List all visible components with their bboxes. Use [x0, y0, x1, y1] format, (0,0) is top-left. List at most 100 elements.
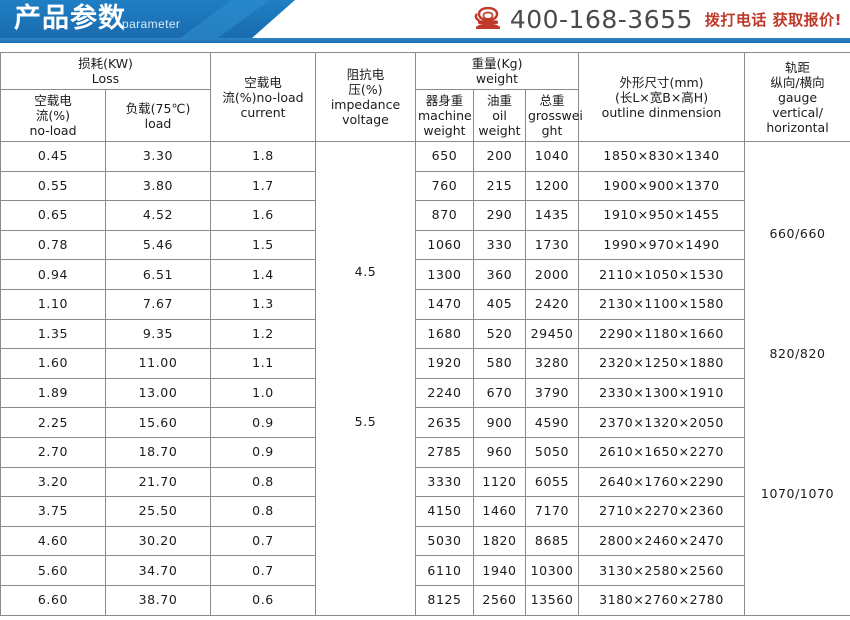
cell-outline-dimension: 2110×1050×1530: [578, 259, 746, 290]
cell-loss-noload: 6.60: [0, 584, 106, 616]
cell-noload-current: 1.8: [210, 141, 316, 172]
header-gauge: 轨距 纵向/横向 gauge vertical/ horizontal: [744, 52, 850, 142]
table-row: 1.60 11.00 1.1 1920 580 3280 2320×1250×1880: [0, 348, 850, 379]
table-header-row-1: 损耗(KW) Loss 空载电 流(%)no-load current 阻抗电 …: [0, 52, 850, 142]
cell-oil-weight: 960: [473, 436, 526, 468]
cell-oil-weight: 520: [473, 318, 526, 350]
cell-outline-dimension: 2610×1650×2270: [578, 436, 746, 468]
cell-loss-noload: 1.89: [0, 377, 106, 409]
cell-oil-weight: 1820: [473, 525, 526, 557]
cell-gross-weight: 13560: [524, 584, 580, 616]
cell-gross-weight: 1435: [524, 200, 580, 231]
cell-outline-dimension: 1850×830×1340: [578, 141, 746, 172]
cell-oil-weight: 200: [473, 141, 526, 172]
cell-loss-noload: 0.78: [0, 229, 106, 261]
phone-number: 400-168-3655: [509, 4, 693, 34]
cell-loss-noload: 0.55: [0, 170, 106, 202]
header-outline-dimension: 外形尺寸(mm) (长L×宽B×高H) outline dinmension: [578, 52, 746, 142]
cell-loss-noload: 0.94: [0, 259, 106, 290]
cell-machine-weight: 1470: [415, 288, 474, 320]
table-row: 2.70 18.70 0.9 2785 960 5050 2610×1650×2270: [0, 436, 850, 468]
impedance-value: 5.5: [354, 414, 377, 430]
cell-loss-noload: 1.10: [0, 288, 106, 320]
contact-block: 400-168-3655 拨打电话 获取报价!: [474, 2, 842, 36]
impedance-value: 4.5: [354, 264, 377, 280]
cell-loss-noload: 5.60: [0, 555, 106, 586]
cell-gross-weight: 2000: [524, 259, 580, 290]
cell-loss-load: 15.60: [105, 407, 211, 438]
table-row: 0.45 3.30 1.8 4.5 5.5 650 200 1040 1850×830×1340…: [0, 141, 850, 616]
cell-loss-load: 3.80: [105, 170, 211, 202]
cell-outline-dimension: 2290×1180×1660: [578, 318, 746, 350]
cell-oil-weight: 290: [473, 200, 526, 231]
cell-gross-weight: 6055: [524, 466, 580, 498]
cell-outline-dimension: 1990×970×1490: [578, 229, 746, 261]
cell-outline-dimension: 3130×2580×2560: [578, 555, 746, 586]
cell-outline-dimension: 2320×1250×1880: [578, 348, 746, 379]
cell-loss-load: 38.70: [105, 584, 211, 616]
cell-noload-current: 1.5: [210, 229, 316, 261]
cell-loss-noload: 2.70: [0, 436, 106, 468]
cell-gross-weight: 8685: [524, 525, 580, 557]
cell-outline-dimension: 2130×1100×1580: [578, 288, 746, 320]
cell-loss-noload: 1.35: [0, 318, 106, 350]
cell-noload-current: 0.9: [210, 407, 316, 438]
cell-oil-weight: 1940: [473, 555, 526, 586]
cell-oil-weight: 580: [473, 348, 526, 379]
cell-noload-current: 1.4: [210, 259, 316, 290]
cell-gross-weight: 3280: [524, 348, 580, 379]
cell-noload-current: 0.9: [210, 436, 316, 468]
cell-loss-noload: 3.75: [0, 496, 106, 527]
cell-gross-weight: 29450: [524, 318, 580, 350]
gauge-value: 660/660: [769, 226, 826, 242]
cell-gauge-merged: 660/660 820/820 1070/1070: [744, 141, 850, 616]
header-weight-machine: 器身重 machine weight: [415, 89, 474, 142]
cell-outline-dimension: 1910×950×1455: [578, 200, 746, 231]
cell-noload-current: 0.8: [210, 496, 316, 527]
page-banner: 产品参数 parameter 400-168-3655 拨打电话 获取报价!: [0, 0, 850, 45]
cell-machine-weight: 8125: [415, 584, 474, 616]
cell-loss-noload: 2.25: [0, 407, 106, 438]
table-row: 2.25 15.60 0.9 2635 900 4590 2370×1320×2050: [0, 407, 850, 438]
cell-impedance-voltage-merged: 4.5 5.5: [315, 141, 416, 616]
cell-loss-noload: 3.20: [0, 466, 106, 498]
spec-table-container: 损耗(KW) Loss 空载电 流(%)no-load current 阻抗电 …: [0, 52, 850, 616]
cell-loss-load: 5.46: [105, 229, 211, 261]
header-impedance-voltage: 阻抗电 压(%) impedance voltage: [315, 52, 416, 142]
page-subtitle: parameter: [122, 17, 181, 31]
cell-noload-current: 1.1: [210, 348, 316, 379]
table-row: 1.10 7.67 1.3 1470 405 2420 2130×1100×1580: [0, 288, 850, 320]
cell-gross-weight: 2420: [524, 288, 580, 320]
gauge-value: 820/820: [769, 346, 826, 362]
cell-loss-load: 3.30: [105, 141, 211, 172]
cell-machine-weight: 4150: [415, 496, 474, 527]
cell-loss-noload: 1.60: [0, 348, 106, 379]
cell-machine-weight: 1920: [415, 348, 474, 379]
header-weight-gross: 总重 grosswei ght: [524, 89, 583, 142]
cell-machine-weight: 1300: [415, 259, 474, 290]
cell-oil-weight: 215: [473, 170, 526, 202]
cell-oil-weight: 2560: [473, 584, 526, 616]
table-row: 6.60 38.70 0.6 8125 2560 13560 3180×2760×2780: [0, 584, 850, 616]
cell-machine-weight: 760: [415, 170, 474, 202]
header-weight-group: 重量(Kg) weight: [414, 52, 580, 90]
cell-outline-dimension: 1900×900×1370: [578, 170, 746, 202]
cell-loss-load: 25.50: [105, 496, 211, 527]
cell-machine-weight: 870: [415, 200, 474, 231]
cell-gross-weight: 4590: [524, 407, 580, 438]
cell-loss-load: 34.70: [105, 555, 211, 586]
cell-noload-current: 0.8: [210, 466, 316, 498]
cell-machine-weight: 2240: [415, 377, 474, 409]
cell-loss-load: 4.52: [105, 200, 211, 231]
cell-loss-noload: 0.65: [0, 200, 106, 231]
cell-loss-load: 30.20: [105, 525, 211, 557]
cell-noload-current: 0.7: [210, 525, 316, 557]
cell-oil-weight: 330: [473, 229, 526, 261]
cell-oil-weight: 1460: [473, 496, 526, 527]
cell-outline-dimension: 3180×2760×2780: [578, 584, 746, 616]
cell-loss-load: 18.70: [105, 436, 211, 468]
cell-outline-dimension: 2370×1320×2050: [578, 407, 746, 438]
table-row: 4.60 30.20 0.7 5030 1820 8685 2800×2460×2470: [0, 525, 850, 557]
cell-outline-dimension: 2800×2460×2470: [578, 525, 746, 557]
cell-gross-weight: 1040: [524, 141, 580, 172]
